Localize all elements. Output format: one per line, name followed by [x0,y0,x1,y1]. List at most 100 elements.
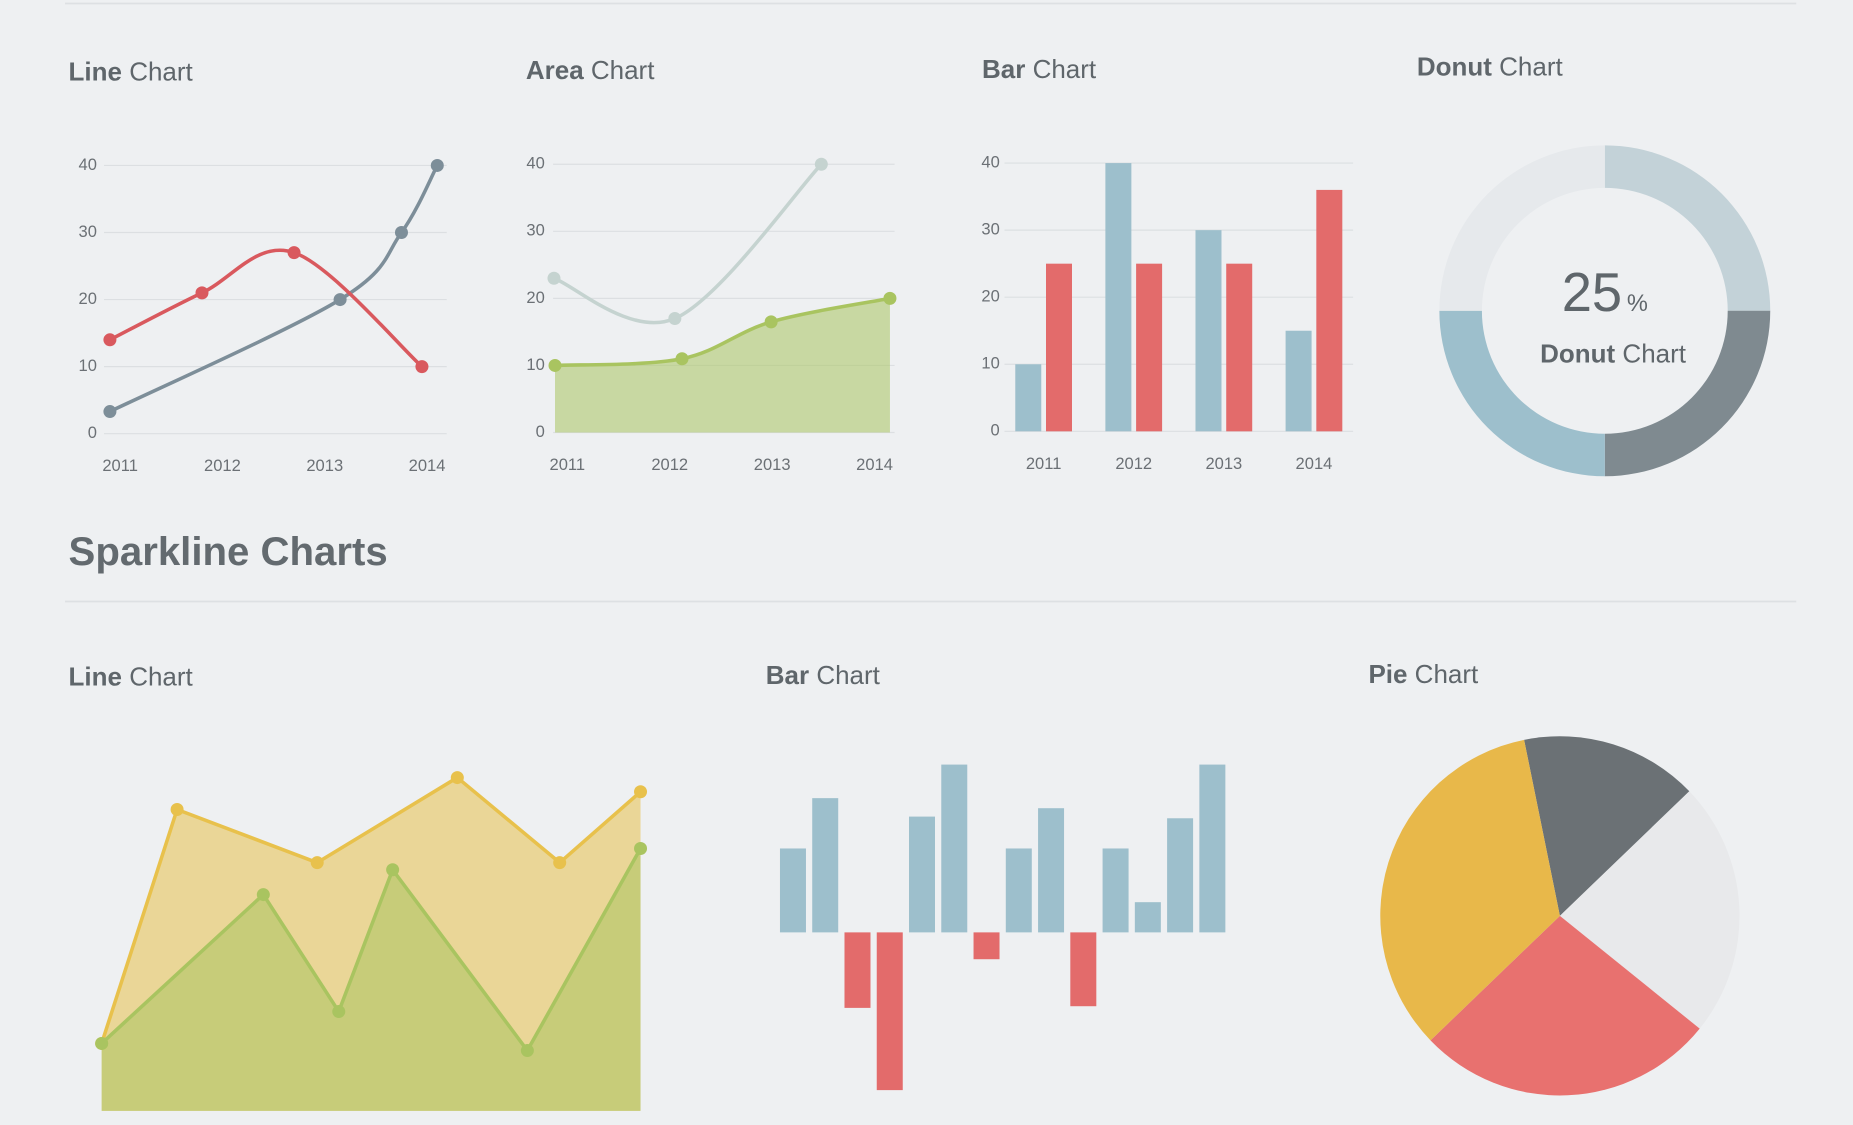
point [675,352,689,366]
x-tick-label: 2011 [1026,454,1062,473]
x-tick-label: 2012 [204,456,241,475]
x-tick-label: 2014 [1296,454,1333,473]
point [170,802,184,816]
bar [1199,764,1226,933]
y-tick-label: 0 [88,423,97,442]
point [415,360,429,374]
chart-title: Bar Chart [766,660,881,690]
bar [1070,932,1097,1007]
bar [876,932,903,1091]
x-tick-label: 2011 [102,456,138,475]
y-tick-label: 40 [526,154,544,173]
chart-title: Line Chart [69,661,194,691]
pie-slice [1559,791,1740,1029]
donut-segment [1604,310,1771,477]
x-tick-label: 2011 [550,455,586,474]
chart-title: Donut Chart [1417,51,1564,81]
x-tick-label: 2014 [856,455,893,474]
center-unit: % [1627,291,1648,317]
point [547,271,561,285]
y-tick-label: 20 [526,288,544,307]
pie-slice [1380,739,1560,1041]
bar [779,848,806,933]
y-tick-label: 30 [526,221,544,240]
donut-segment [1604,145,1771,311]
point [386,863,400,877]
line [100,847,643,1053]
section-heading: Sparkline Charts [69,529,388,574]
y-tick-label: 20 [981,287,999,306]
point [310,856,324,870]
center-value: 25 [1562,262,1622,323]
area [555,298,890,433]
bar [1105,163,1132,432]
chart-title: Bar Chart [982,54,1097,84]
center-label: Donut Chart [1540,339,1687,369]
center-value-text: 25% [1562,262,1648,323]
x-tick-label: 2013 [306,456,343,475]
y-tick-label: 10 [526,355,544,374]
y-tick-label: 10 [981,354,999,373]
x-tick-label: 2014 [409,456,446,475]
point [95,1036,109,1050]
bar [1005,848,1032,933]
point [520,1044,534,1058]
point [332,1005,346,1019]
line [554,296,891,368]
line [109,164,439,414]
x-tick-label: 2013 [1205,454,1242,473]
y-tick-label: 0 [991,421,1000,440]
y-tick-label: 40 [79,155,97,174]
bar [1102,848,1129,933]
bar [1226,263,1253,432]
donut-segment [1439,310,1605,477]
line [99,775,642,1045]
point [256,888,270,902]
point [430,158,444,172]
point [333,293,347,307]
y-tick-label: 20 [79,289,97,308]
point [553,856,567,870]
x-tick-label: 2012 [651,455,688,474]
point [103,405,117,419]
bar [1134,902,1161,933]
bar [1015,364,1042,432]
point [450,771,464,785]
point [287,246,301,260]
chart-title: Area Chart [526,55,655,85]
bar [1195,230,1222,432]
pie-slice [1430,915,1700,1096]
point [814,157,828,171]
bar [941,764,968,933]
point [634,841,648,855]
bar [1316,189,1343,432]
line [109,248,424,368]
bar [812,798,839,933]
bar [1285,330,1312,432]
point [668,312,682,326]
y-tick-label: 30 [981,220,999,239]
point [883,291,897,305]
bar [1038,808,1065,933]
chart-title: Line Chart [69,56,194,86]
bar [973,932,1000,960]
chart-title: Pie Chart [1368,659,1479,689]
pie-slice [1524,736,1690,916]
point [634,785,648,799]
x-tick-label: 2013 [754,455,791,474]
y-tick-label: 30 [79,222,97,241]
y-tick-label: 40 [981,152,999,171]
bar [1046,263,1072,432]
bar [909,816,936,933]
point [394,226,408,240]
bar [844,932,871,1008]
y-tick-label: 10 [79,356,97,375]
bar [1167,818,1194,933]
bar [1136,263,1163,432]
area [101,848,641,1111]
point [548,358,562,372]
donut-segment [1439,145,1605,311]
x-tick-label: 2012 [1115,454,1152,473]
